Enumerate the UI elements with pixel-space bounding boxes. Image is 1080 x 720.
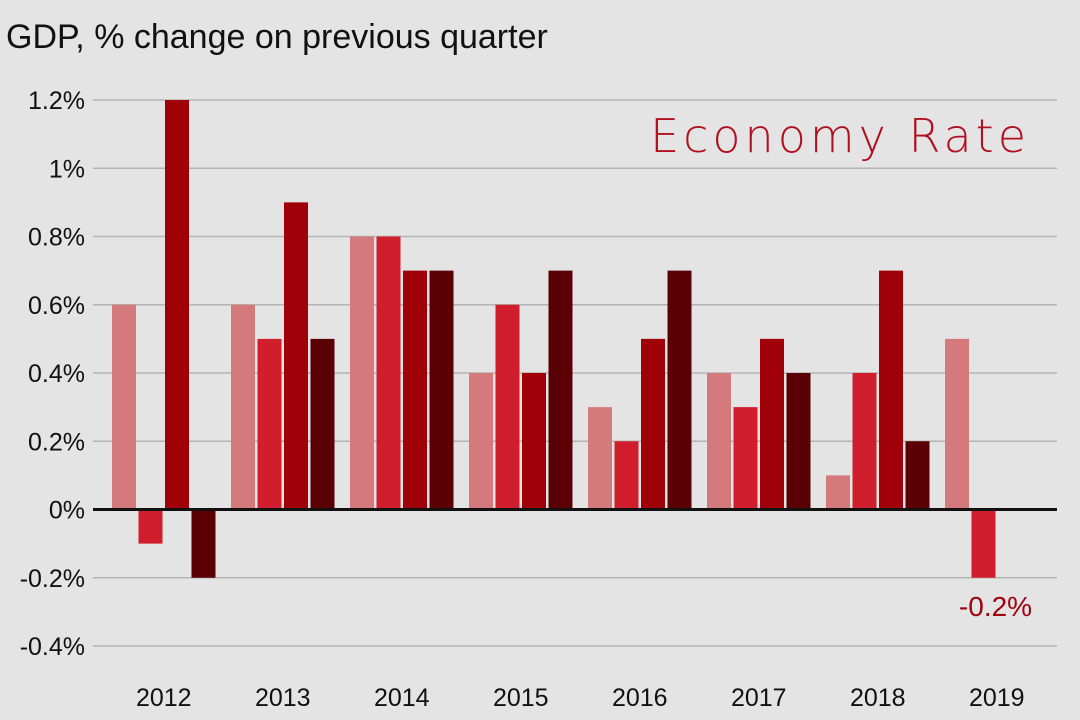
bar xyxy=(403,270,427,510)
y-tick-label: -0.4% xyxy=(20,633,85,661)
bar xyxy=(548,270,573,510)
bar xyxy=(733,407,758,510)
x-category-label: 2013 xyxy=(255,684,311,712)
y-tick-label: 1% xyxy=(49,155,85,183)
bar xyxy=(350,236,374,510)
bar xyxy=(588,407,612,510)
x-category-label: 2019 xyxy=(969,684,1025,712)
bar xyxy=(786,373,811,510)
bar xyxy=(112,304,136,510)
x-category-label: 2014 xyxy=(374,684,430,712)
bar xyxy=(495,304,520,510)
bar xyxy=(614,441,639,510)
bar xyxy=(852,373,877,510)
bar xyxy=(165,100,189,510)
y-tick-label: 0.2% xyxy=(28,428,85,456)
x-category-label: 2018 xyxy=(850,684,906,712)
y-tick-label: 0.6% xyxy=(28,292,85,320)
bar xyxy=(760,338,784,510)
x-axis-categories: 2012 2013 2014 2015 2016 2017 2018 2019 xyxy=(136,684,1025,712)
y-axis-ticks: 1.2% 1% 0.8% 0.6% 0.4% 0.2% 0% -0.2% -0.4% xyxy=(20,87,85,661)
bar xyxy=(826,475,850,510)
bar xyxy=(429,270,454,510)
decorative-title: Economy Rate xyxy=(650,109,1030,163)
bar xyxy=(257,338,282,510)
bar xyxy=(945,338,969,510)
bar xyxy=(310,338,335,510)
bar xyxy=(641,338,665,510)
bar xyxy=(138,509,163,544)
bar xyxy=(191,509,216,578)
bar xyxy=(469,373,493,510)
bar xyxy=(667,270,692,510)
bar xyxy=(707,373,731,510)
bar xyxy=(879,270,903,510)
x-category-label: 2012 xyxy=(136,684,192,712)
y-tick-label: 0.4% xyxy=(28,360,85,388)
y-tick-label: -0.2% xyxy=(20,565,85,593)
bar xyxy=(905,441,930,510)
bar xyxy=(971,509,996,578)
chart-title: GDP, % change on previous quarter xyxy=(6,18,548,56)
bar xyxy=(522,373,546,510)
x-category-label: 2017 xyxy=(731,684,787,712)
y-tick-label: 0% xyxy=(49,497,85,525)
bar xyxy=(376,236,401,510)
x-category-label: 2015 xyxy=(493,684,549,712)
y-tick-label: 1.2% xyxy=(28,87,85,115)
bar xyxy=(231,304,255,510)
bars xyxy=(112,100,996,578)
annotation-label: -0.2% xyxy=(959,591,1032,622)
y-tick-label: 0.8% xyxy=(28,224,85,252)
x-category-label: 2016 xyxy=(612,684,668,712)
bar xyxy=(284,202,308,510)
